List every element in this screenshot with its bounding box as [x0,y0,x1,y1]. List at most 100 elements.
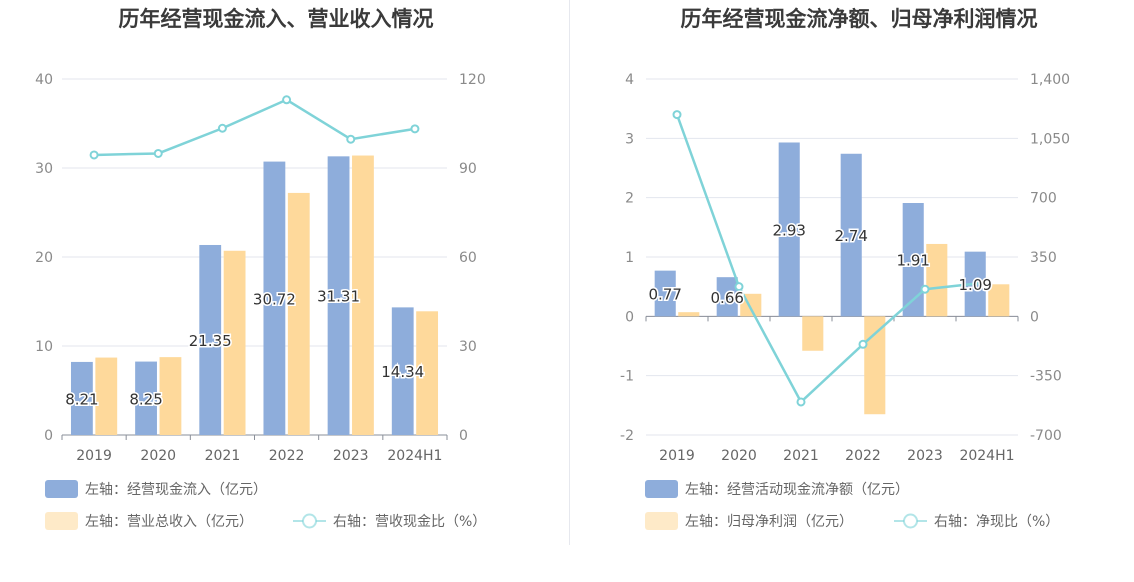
bar-primary [840,153,862,317]
line-series-path [675,114,988,404]
legend-swatch-bar [45,512,78,530]
bar-data-label: 14.34 [381,363,424,381]
y-left-tick-label: 30 [35,161,53,177]
bar-data-label: 8.25 [129,390,162,408]
line-point [982,277,992,287]
y-right-tick-label: 350 [1030,250,1057,266]
bar-primary [263,161,286,436]
y-left-tick-label: 1 [625,250,634,266]
chart-cashflow-revenue: 历年经营现金流入、营业收入情况 0 10 20 30 40 0 30 60 90 120 2019 2… [35,7,486,530]
chart-panel-cashflow-revenue: 历年经营现金流入、营业收入情况 0 10 20 30 40 0 30 60 90 120 2019 2… [35,7,486,530]
bar-primary [902,203,924,317]
x-tick-label: 2019 [76,448,112,464]
y-right-tick-label: -350 [1030,369,1062,385]
bar-secondary [926,243,948,317]
y-right-tick-label: 90 [459,161,477,177]
y-right-tick-label: -700 [1030,428,1062,444]
line-point [153,148,163,158]
bar-data-label: 0.66 [711,289,744,307]
bar-primary [327,156,350,435]
bar-secondary [864,316,886,415]
chart-panel-netcash-profit: 历年经营现金流净额、归母净利润情况 -2 -1 0 1 2 3 4 -700 -350 0 350 7… [567,0,1134,582]
y-right-tick-label: 60 [459,250,477,266]
y-left-tick-label: 3 [625,131,634,147]
bar-secondary [988,284,1010,317]
bar-data-label: 2.74 [835,227,868,245]
bar-primary [199,244,222,435]
chart-title: 历年经营现金流净额、归母净利润情况 [681,7,1038,31]
bar-data-label: 8.21 [65,390,98,408]
panel-divider [569,0,570,545]
y-left-tick-label: 20 [35,250,53,266]
legend-label: 右轴：营收现金比（%） [333,514,486,530]
y-right-tick-label: 0 [459,428,468,444]
x-tick-label: 2022 [269,448,305,464]
y-left-tick-label: 10 [35,339,53,355]
bar-data-label: 21.35 [189,332,232,350]
y-left-tick-label: -2 [620,428,634,444]
y-left-tick-label: 40 [35,72,53,88]
bar-secondary [223,250,246,435]
bar-secondary [95,357,118,435]
legend-swatch-marker [302,513,317,529]
line-point [346,134,356,144]
bar-secondary [416,311,439,435]
line-point [920,284,930,294]
legend-swatch-bar [645,512,678,530]
x-tick-label: 2023 [333,448,369,464]
y-right-tick-label: 0 [1030,309,1039,325]
chart-title: 历年经营现金流入、营业收入情况 [119,7,434,31]
line-point [858,339,868,349]
x-tick-label: 2020 [140,448,176,464]
bar-data-label: 1.09 [959,276,992,294]
bar-secondary [159,357,182,435]
bar-primary [778,142,800,317]
bar-secondary [802,316,824,351]
legend-label: 左轴：归母净利润（亿元） [685,513,853,530]
line-series-path [94,98,416,157]
bar-data-label: 0.77 [649,285,682,303]
y-right-tick-label: 120 [459,72,486,88]
x-tick-label: 2020 [721,448,757,464]
bar-secondary [287,192,310,435]
bar-data-label: 1.91 [897,252,930,270]
legend-label: 左轴：经营活动现金流净额（亿元） [685,482,909,498]
y-left-tick-label: 0 [625,309,634,325]
line-point [282,95,292,105]
legend-label: 右轴：净现比（%） [934,514,1059,530]
y-right-tick-label: 1,050 [1030,131,1070,147]
y-left-tick-label: 2 [625,191,634,207]
bar-primary [716,277,738,317]
line-point [672,110,682,120]
legend-swatch-bar [45,480,78,498]
bar-primary [391,307,414,435]
x-tick-label: 2024H1 [959,448,1014,464]
y-left-tick-label: 4 [625,72,634,88]
y-right-tick-label: 700 [1030,191,1057,207]
x-tick-label: 2019 [659,448,695,464]
bar-data-label: 31.31 [317,288,360,306]
y-right-tick-label: 1,400 [1030,72,1070,88]
line-point [410,124,420,134]
x-tick-label: 2021 [783,448,819,464]
y-left-tick-label: -1 [620,369,634,385]
bar-secondary [352,155,374,436]
line-point [89,150,99,160]
x-tick-label: 2021 [205,448,241,464]
x-tick-label: 2024H1 [387,448,442,464]
x-tick-label: 2022 [845,448,881,464]
bar-primary [70,361,93,435]
line-point [796,397,806,407]
bar-data-label: 2.93 [773,221,806,239]
chart-netcash-profit: 历年经营现金流净额、归母净利润情况 -2 -1 0 1 2 3 4 -700 -350 0 350 7… [620,7,1070,530]
legend-swatch-bar [645,480,678,498]
legend-label: 左轴：营业总收入（亿元） [85,514,253,530]
legend-label: 左轴：经营现金流入（亿元） [85,482,267,498]
x-tick-label: 2023 [907,448,943,464]
bar-primary [654,270,676,317]
line-point [734,282,744,292]
bar-data-label: 30.72 [253,290,296,308]
bar-primary [135,361,157,435]
y-right-tick-label: 30 [459,339,477,355]
bar-secondary [678,312,700,317]
